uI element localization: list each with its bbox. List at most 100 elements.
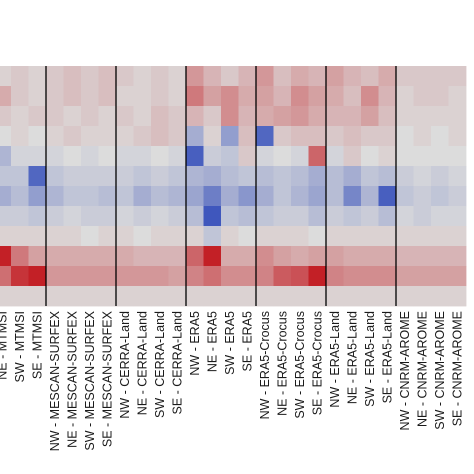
heatmap-cell bbox=[343, 166, 362, 187]
heatmap-cell bbox=[98, 186, 117, 207]
heatmap-cell bbox=[431, 106, 449, 127]
heatmap-cell bbox=[63, 126, 82, 147]
heatmap-cell bbox=[413, 226, 432, 247]
heatmap-cell bbox=[151, 246, 169, 267]
heatmap-cell bbox=[81, 166, 99, 187]
heatmap-cell bbox=[28, 66, 47, 87]
heatmap-cell bbox=[133, 246, 152, 267]
heatmap-cell bbox=[326, 66, 344, 87]
heatmap-cell bbox=[11, 86, 29, 107]
heatmap-cell bbox=[0, 66, 12, 87]
heatmap-cell bbox=[203, 286, 222, 307]
heatmap-cell bbox=[116, 226, 134, 247]
heatmap-cell bbox=[448, 126, 467, 147]
heatmap-cell bbox=[168, 146, 187, 167]
heatmap-cell bbox=[308, 66, 327, 87]
heatmap-cell bbox=[186, 106, 204, 127]
heatmap-cell bbox=[343, 286, 362, 307]
heatmap-cell bbox=[168, 126, 187, 147]
x-tick-label: SE - ERA5-Crocus bbox=[310, 311, 324, 415]
heatmap-cell bbox=[273, 126, 292, 147]
heatmap-cell bbox=[413, 186, 432, 207]
heatmap-cell bbox=[308, 86, 327, 107]
heatmap-cell bbox=[151, 166, 169, 187]
heatmap-cell bbox=[203, 166, 222, 187]
x-tick-label: NE - MTMSI bbox=[0, 311, 9, 380]
heatmap-cell bbox=[256, 286, 274, 307]
heatmap-cell bbox=[63, 106, 82, 127]
heatmap-cell bbox=[343, 186, 362, 207]
x-tick-label: SW - ERA5 bbox=[223, 311, 237, 375]
heatmap-cell bbox=[116, 106, 134, 127]
heatmap-cell bbox=[378, 166, 397, 187]
heatmap-cell bbox=[46, 206, 64, 227]
heatmap-cell bbox=[413, 126, 432, 147]
heatmap-cell bbox=[273, 106, 292, 127]
heatmap-cell bbox=[151, 66, 169, 87]
heatmap-cell bbox=[0, 266, 12, 287]
heatmap-cell bbox=[396, 226, 414, 247]
heatmap-cell bbox=[81, 246, 99, 267]
heatmap-cell bbox=[28, 166, 47, 187]
heatmap-cell bbox=[0, 86, 12, 107]
heatmap-cell bbox=[116, 186, 134, 207]
heatmap-cell bbox=[238, 186, 257, 207]
heatmap-cell bbox=[396, 286, 414, 307]
heatmap-cell bbox=[431, 206, 449, 227]
heatmap-cell bbox=[326, 166, 344, 187]
x-tick-label: SW - CERRA-Land bbox=[153, 311, 167, 418]
heatmap-cell bbox=[186, 246, 204, 267]
heatmap-cell bbox=[46, 166, 64, 187]
heatmap-cell bbox=[378, 206, 397, 227]
heatmap-cell bbox=[151, 106, 169, 127]
heatmap-cell bbox=[0, 206, 12, 227]
heatmap-cell bbox=[133, 266, 152, 287]
heatmap-cell bbox=[361, 246, 379, 267]
heatmap-cell bbox=[273, 186, 292, 207]
heatmap-cell bbox=[431, 126, 449, 147]
heatmap-cell bbox=[396, 126, 414, 147]
heatmap-cell bbox=[431, 86, 449, 107]
heatmap-cell bbox=[413, 246, 432, 267]
heatmap-cell bbox=[81, 266, 99, 287]
heatmap-cells bbox=[0, 66, 467, 307]
heatmap-cell bbox=[238, 166, 257, 187]
heatmap-cell bbox=[361, 226, 379, 247]
heatmap-cell bbox=[81, 106, 99, 127]
heatmap-cell bbox=[361, 146, 379, 167]
heatmap-cell bbox=[0, 166, 12, 187]
heatmap-cell bbox=[238, 246, 257, 267]
heatmap-cell bbox=[291, 206, 309, 227]
heatmap-cell bbox=[98, 286, 117, 307]
heatmap-cell bbox=[256, 146, 274, 167]
heatmap-cell bbox=[81, 186, 99, 207]
heatmap-cell bbox=[343, 66, 362, 87]
heatmap-cell bbox=[326, 146, 344, 167]
heatmap-cell bbox=[308, 146, 327, 167]
heatmap-cell bbox=[343, 226, 362, 247]
heatmap-cell bbox=[151, 266, 169, 287]
heatmap-cell bbox=[326, 186, 344, 207]
x-tick-label: NE - CERRA-Land bbox=[135, 311, 149, 415]
heatmap-cell bbox=[396, 266, 414, 287]
heatmap-cell bbox=[11, 126, 29, 147]
heatmap-cell bbox=[343, 146, 362, 167]
heatmap-cell bbox=[256, 166, 274, 187]
heatmap-cell bbox=[326, 126, 344, 147]
x-tick-label: NW - ERA5 bbox=[188, 311, 202, 376]
heatmap-cell bbox=[28, 226, 47, 247]
x-tick-label: SE - MTMSI bbox=[30, 311, 44, 379]
x-tick-label: SE - ERA5-Land bbox=[380, 311, 394, 403]
heatmap-cell bbox=[28, 106, 47, 127]
x-tick-label: SW - ERA5-Land bbox=[363, 311, 377, 407]
heatmap-cell bbox=[151, 86, 169, 107]
heatmap-cell bbox=[98, 246, 117, 267]
heatmap-cell bbox=[448, 246, 467, 267]
heatmap-cell bbox=[273, 146, 292, 167]
heatmap-cell bbox=[291, 186, 309, 207]
heatmap-cell bbox=[361, 106, 379, 127]
heatmap-cell bbox=[361, 126, 379, 147]
heatmap-cell bbox=[396, 146, 414, 167]
heatmap-cell bbox=[63, 66, 82, 87]
